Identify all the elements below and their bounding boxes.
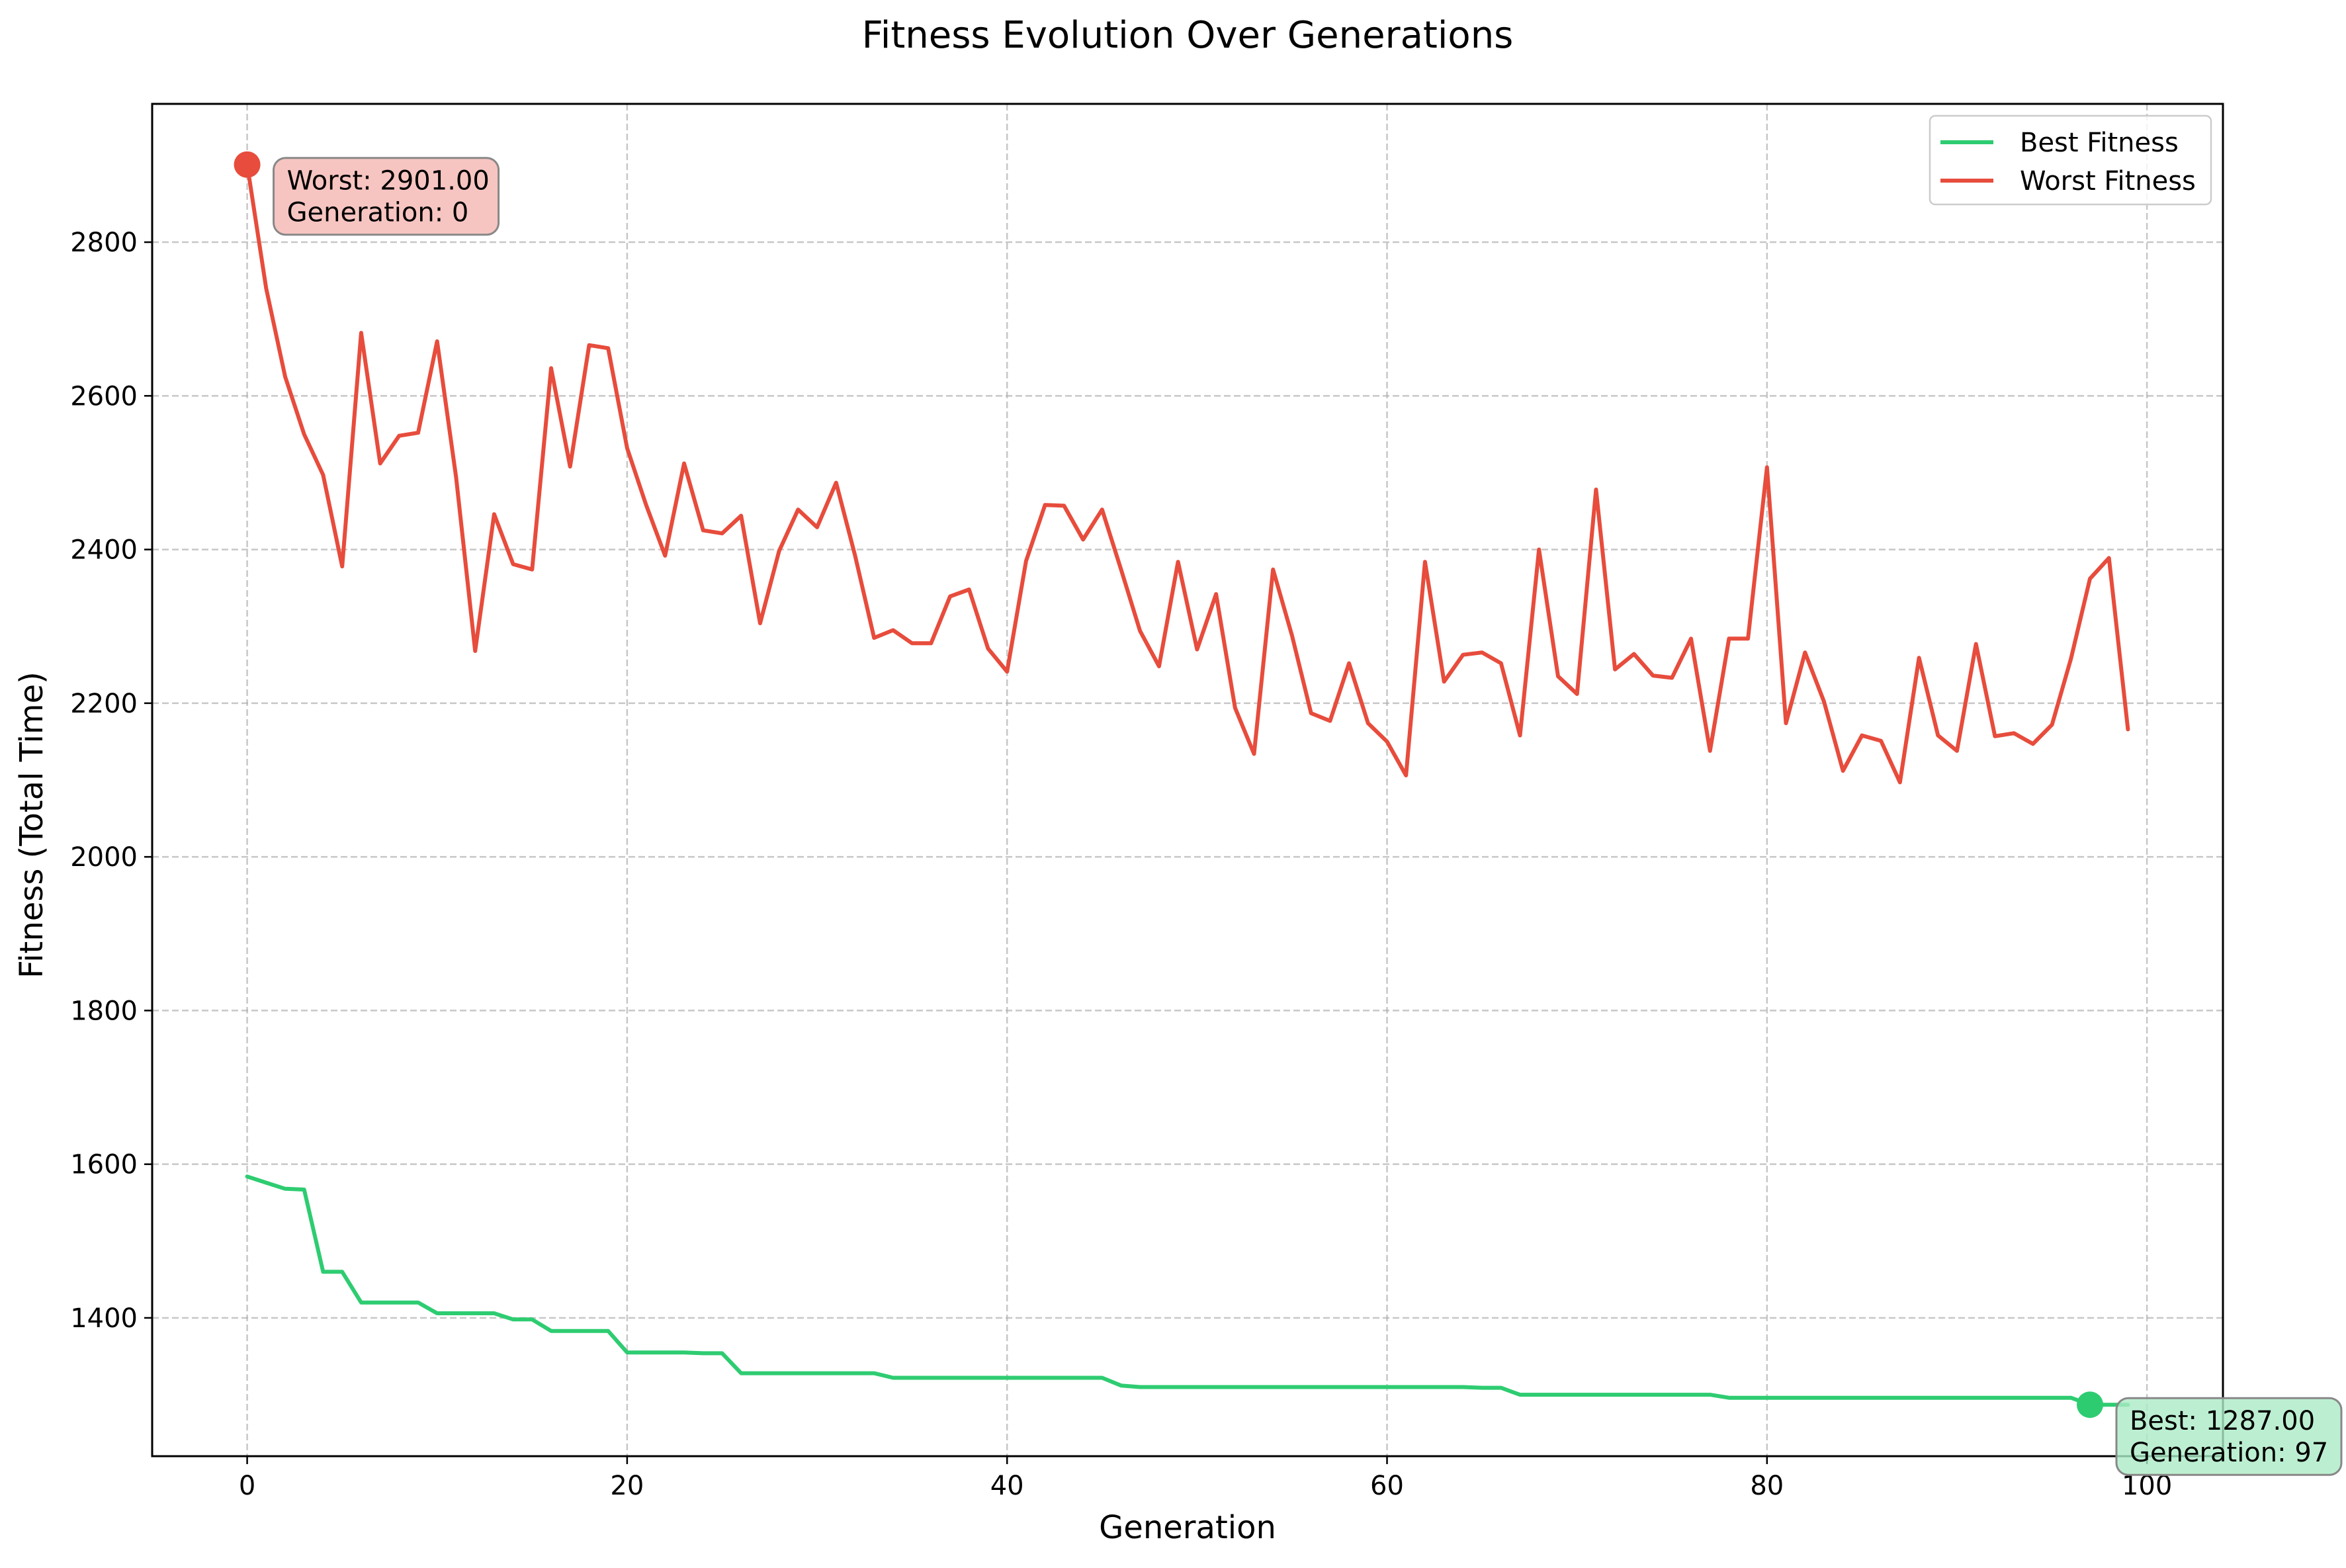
x-tick-label: 40 xyxy=(990,1471,1024,1501)
x-axis-label: Generation xyxy=(1099,1509,1276,1546)
plot-frame xyxy=(151,103,2224,1458)
y-tick-label: 2600 xyxy=(70,381,138,412)
best-fitness-annotation-box xyxy=(2115,1397,2343,1476)
x-tick-label: 80 xyxy=(1750,1471,1784,1501)
worst-fitness-extreme-marker xyxy=(234,151,261,178)
worst-fitness-annotation-value: Worst: 2901.00 xyxy=(287,166,490,196)
y-tick-label: 2400 xyxy=(70,535,138,566)
worst-fitness-annotation-box xyxy=(273,157,500,236)
y-tick-label: 1800 xyxy=(70,996,138,1026)
series-layer xyxy=(245,162,2130,1407)
y-tick-label: 2200 xyxy=(70,689,138,719)
y-tick-label: 1400 xyxy=(70,1303,138,1334)
worst-fitness-legend-label: Worst Fitness xyxy=(2020,166,2196,196)
axis-ticks: 0 20 40 60 80 1001400160018002000220024002600… xyxy=(70,228,2172,1501)
grid-lines xyxy=(152,104,2223,1456)
worst-fitness-annotation-generation: Generation: 0 xyxy=(287,198,469,228)
legend-box xyxy=(1929,114,2212,206)
x-tick-label: 20 xyxy=(610,1471,644,1501)
worst-fitness-line xyxy=(245,162,2130,785)
y-axis-label: Fitness (Total Time) xyxy=(13,672,50,979)
y-tick-label: 1600 xyxy=(70,1150,138,1180)
x-tick-label: 60 xyxy=(1370,1471,1404,1501)
y-tick-label: 2000 xyxy=(70,842,138,873)
best-fitness-annotation-generation: Generation: 97 xyxy=(2130,1438,2328,1468)
best-fitness-line xyxy=(245,1174,2130,1407)
best-fitness-extreme-marker xyxy=(2076,1391,2103,1418)
legend: Best Fitness Worst Fitness xyxy=(1929,114,2212,206)
chart-title: Fitness Evolution Over Generations xyxy=(862,14,1514,57)
best-fitness-legend-label: Best Fitness xyxy=(2020,128,2179,158)
y-tick-label: 2800 xyxy=(70,228,138,258)
x-tick-label: 0 xyxy=(239,1471,255,1501)
best-fitness-annotation-value: Best: 1287.00 xyxy=(2130,1406,2315,1436)
